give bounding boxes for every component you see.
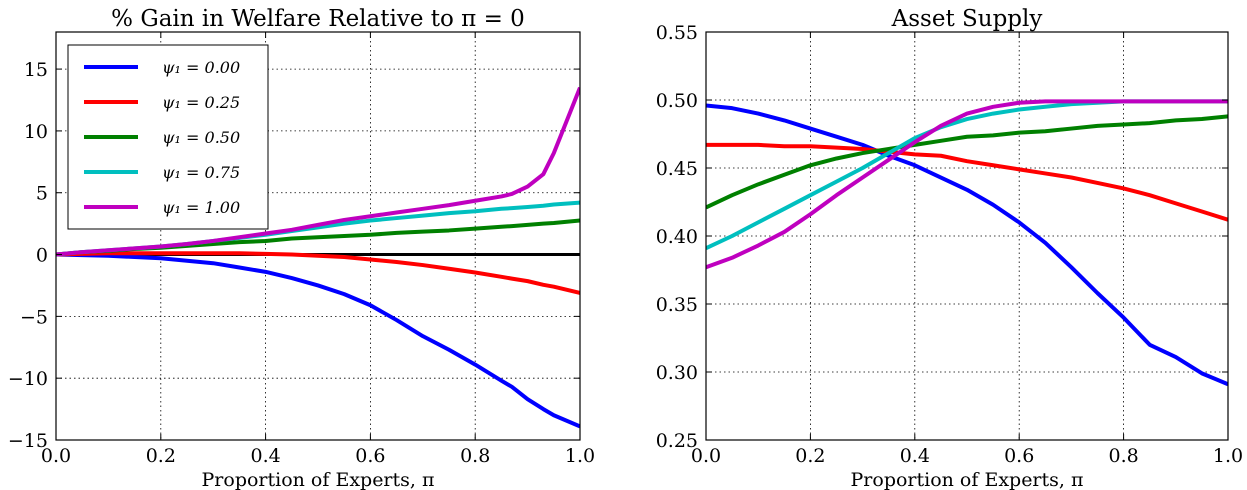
chart-2-xtick-label-5: 1.0: [1213, 445, 1243, 467]
chart-1-legend-label-3: ψ₁ = 0.75: [162, 163, 240, 182]
chart-2-series-1: [706, 142, 1228, 222]
chart-2-xtick-label-2: 0.4: [900, 445, 930, 467]
chart-1-ytick-label-6: 15: [24, 59, 48, 81]
chart-2-xtick-label-0: 0.0: [691, 445, 721, 467]
chart-1-xtick-label-1: 0.2: [146, 445, 176, 467]
chart-2-xlabel: Proportion of Experts, π: [851, 469, 1084, 490]
chart-2-series-4: [706, 99, 1228, 270]
chart-1-legend-label-4: ψ₁ = 1.00: [162, 198, 240, 217]
chart-1-title: % Gain in Welfare Relative to π = 0: [111, 6, 525, 32]
chart-1-frame: [55, 31, 581, 441]
chart-1-legend: ψ₁ = 0.00 ψ₁ = 0.25 ψ₁ = 0.50 ψ₁ = 0.75 ψ₁ =…: [67, 44, 269, 230]
chart-1-ytick-label-4: 5: [36, 183, 48, 205]
chart-2-ytick-label-3: 0.40: [656, 226, 698, 248]
chart-1-legend-label-1: ψ₁ = 0.25: [162, 93, 240, 112]
chart-1-xtick-label-2: 0.4: [250, 445, 280, 467]
chart-1: 0.0 0.2 0.4 0.6 0.8 1.0 −15 −10 −5 0 5 10 15 % Gain i…: [8, 6, 595, 490]
chart-1-legend-label-0: ψ₁ = 0.00: [162, 58, 240, 77]
chart-2-ytick-label-6: 0.55: [656, 22, 698, 44]
chart-1-xlabel: Proportion of Experts, π: [202, 469, 435, 490]
chart-1-legend-label-2: ψ₁ = 0.50: [162, 128, 240, 147]
chart-1-ytick-label-5: 10: [24, 121, 48, 143]
chart-1-xtick-label-4: 0.8: [460, 445, 490, 467]
chart-2-series-2: [706, 114, 1228, 210]
chart-1-ytick-label-0: −15: [8, 430, 48, 452]
chart-1-xtick-label-0: 0.0: [41, 445, 71, 467]
chart-1-xtick-label-5: 1.0: [565, 445, 595, 467]
chart-2-ytick-label-4: 0.45: [656, 158, 698, 180]
chart-2-xtick-label-1: 0.2: [795, 445, 825, 467]
chart-1-ytick-label-2: −5: [20, 306, 48, 328]
chart-1-series-0: [56, 252, 580, 429]
chart-2-series-0: [706, 103, 1228, 387]
chart-2-ytick-label-2: 0.35: [656, 294, 698, 316]
chart-1-xtick-label-3: 0.6: [355, 445, 385, 467]
chart-2-ytick-label-0: 0.25: [656, 430, 698, 452]
chart-2-xtick-label-3: 0.6: [1004, 445, 1034, 467]
chart-1-ytick-label-1: −10: [8, 368, 48, 390]
chart-2-ytick-label-5: 0.50: [656, 90, 698, 112]
chart-1-series-1: [56, 251, 580, 295]
chart-1-ytick-label-3: 0: [36, 245, 48, 267]
chart-2-ytick-label-1: 0.30: [656, 362, 698, 384]
chart-2: 0.0 0.2 0.4 0.6 0.8 1.0 0.25 0.30 0.35 0.40 0.45 0.…: [656, 6, 1243, 490]
chart-2-title: Asset Supply: [891, 6, 1043, 32]
chart-2-xtick-label-4: 0.8: [1108, 445, 1138, 467]
chart-1-series-4: [56, 86, 580, 257]
